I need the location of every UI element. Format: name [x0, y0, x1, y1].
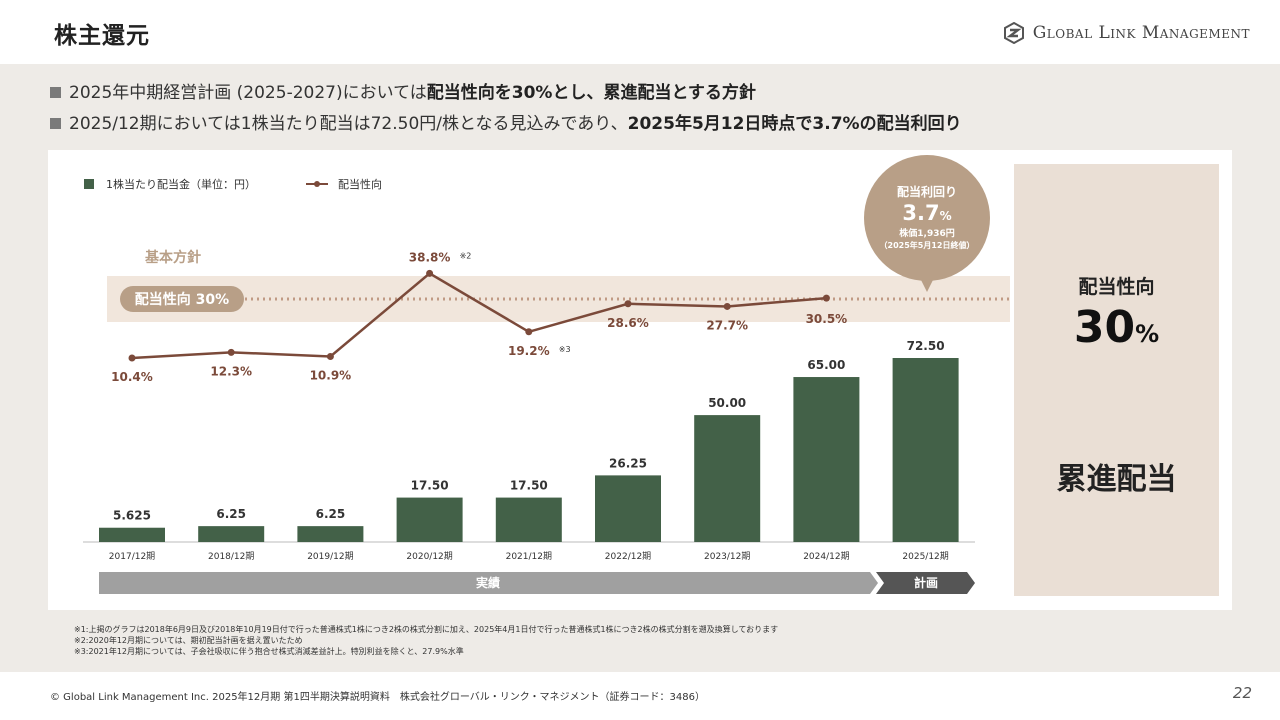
- yield-bubble: [864, 155, 990, 281]
- bullet-emphasis: 2025年5月12日時点で3.7%の配当利回り: [627, 114, 962, 134]
- payout-label: 12.3%: [210, 364, 252, 378]
- footnote: ※3:2021年12月期については、子会社吸収に伴う抱合せ株式消滅差益計上。特別…: [74, 647, 464, 656]
- payout-label: 10.4%: [111, 370, 153, 384]
- yield-bubble-title: 配当利回り: [897, 184, 957, 199]
- x-tick-label: 2025/12期: [902, 551, 948, 562]
- payout-label: 10.9%: [310, 369, 352, 383]
- payout-point: [624, 300, 632, 308]
- actual-period-label: 実績: [476, 575, 500, 590]
- x-tick-label: 2021/12期: [506, 551, 552, 562]
- footnote: ※2:2020年12月期については、期初配当計画を据え置いたため: [74, 636, 303, 645]
- page-number: 22: [1232, 684, 1252, 702]
- payout-label: 19.2%: [508, 344, 550, 358]
- bar-value-label: 26.25: [609, 456, 647, 470]
- dividend-bar: [694, 415, 761, 542]
- side-payout-value: 30%: [1014, 302, 1219, 353]
- dividend-bar: [595, 475, 661, 542]
- dividend-bar: [297, 526, 364, 542]
- x-tick-label: 2018/12期: [208, 551, 254, 562]
- payout-point: [822, 294, 830, 302]
- logo-text: Global Link Management: [1032, 23, 1250, 43]
- dividend-bar: [495, 497, 562, 542]
- payout-line-layer: 10.4% 12.3% 10.9% 38.8% ※2 19.2% ※3 28.6% 27.7% 3…: [111, 250, 847, 384]
- side-progressive-dividend: 累進配当: [1056, 462, 1177, 497]
- header: 株主還元 Global Link Management: [0, 0, 1280, 64]
- payout-label: 28.6%: [607, 316, 649, 330]
- payout-point: [525, 328, 533, 336]
- side-payout-unit: %: [1135, 320, 1160, 348]
- footnote: ※1:上掲のグラフは2018年6月9日及び2018年10月19日付で行った普通株…: [74, 625, 779, 634]
- bullet-square-icon: [50, 118, 61, 129]
- yield-bubble-price: 株価1,936円: [899, 227, 954, 239]
- dividend-bar: [99, 527, 165, 542]
- payout-label: 27.7%: [706, 318, 748, 332]
- bullet-point: 2025年中期経営計画 (2025-2027)においては配当性向を30%とし、累…: [50, 78, 756, 103]
- x-tick-label: 2024/12期: [803, 551, 849, 562]
- legend-bar-swatch: [84, 179, 94, 189]
- payout-ratio-line: [131, 271, 827, 360]
- policy-summary-panel: 配当性向 30% 累進配当: [1014, 164, 1219, 596]
- dividend-bar: [892, 358, 959, 542]
- payout-point: [723, 302, 731, 310]
- dividend-bar: [793, 377, 860, 542]
- x-tick-label: 2017/12期: [109, 551, 155, 562]
- bullet-square-icon: [50, 87, 61, 98]
- bullet-point: 2025/12期においては1株当たり配当は72.50円/株となる見込みであり、2…: [50, 109, 962, 134]
- policy-band-label: 基本方針: [145, 249, 201, 266]
- payout-point: [326, 353, 334, 361]
- payout-label: 38.8%: [409, 250, 451, 264]
- yield-bubble-unit: %: [940, 209, 952, 223]
- policy-pill: [120, 286, 244, 312]
- bar-value-label: 72.50: [907, 339, 945, 353]
- payout-label: 30.5%: [806, 312, 848, 326]
- bullet-text: 2025/12期においては1株当たり配当は72.50円/株となる見込みであり、: [69, 114, 628, 134]
- dividend-bar: [198, 526, 265, 542]
- x-tick-label: 2020/12期: [406, 551, 452, 562]
- dividend-bar: [396, 497, 463, 542]
- footer-copyright: © Global Link Management Inc. 2025年12月期 …: [50, 692, 705, 703]
- bar-value-label: 5.625: [113, 509, 151, 523]
- side-payout-label: 配当性向: [1078, 276, 1155, 298]
- x-tick-label: 2023/12期: [704, 551, 750, 562]
- bar-value-label: 6.25: [316, 507, 346, 521]
- payout-point: [426, 269, 434, 277]
- bars-layer: 5.625 2017/12期 6.25 2018/12期 6.25 2019/12期 17.…: [99, 339, 959, 562]
- footnotes: ※1:上掲のグラフは2018年6月9日及び2018年10月19日付で行った普通株…: [74, 624, 778, 657]
- bar-value-label: 50.00: [708, 396, 746, 410]
- legend-line-label: 配当性向: [338, 177, 382, 191]
- bar-value-label: 17.50: [510, 479, 548, 493]
- page-title: 株主還元: [54, 23, 150, 49]
- payout-point: [128, 354, 136, 362]
- yield-bubble-date: （2025年5月12日終値）: [880, 240, 975, 250]
- x-tick-label: 2019/12期: [307, 551, 353, 562]
- company-logo: Global Link Management: [1003, 22, 1250, 44]
- bar-value-label: 65.00: [807, 358, 845, 372]
- plan-period-label: 計画: [914, 575, 938, 590]
- actual-period-arrow: [99, 572, 878, 594]
- bullet-emphasis: 配当性向を30%とし、累進配当とする方針: [426, 83, 756, 103]
- side-payout-number: 30: [1073, 302, 1136, 353]
- legend-bar-label: 1株当たり配当金（単位：円）: [106, 177, 256, 191]
- payout-note-label: ※2: [460, 251, 472, 260]
- bar-value-label: 17.50: [411, 479, 449, 493]
- logo-mark-icon: [1003, 22, 1024, 44]
- yield-bubble-value-group: 3.7%: [902, 201, 951, 225]
- payout-point: [227, 348, 235, 356]
- yield-bubble-value: 3.7: [902, 201, 939, 225]
- yield-bubble-pointer: [920, 278, 934, 292]
- plan-period-arrow: [876, 572, 975, 594]
- x-tick-label: 2022/12期: [605, 551, 651, 562]
- bullet-text: 2025年中期経営計画 (2025-2027)においては: [69, 83, 427, 103]
- payout-note-label: ※3: [559, 345, 571, 354]
- policy-pill-label: 配当性向 30%: [135, 291, 229, 308]
- bar-value-label: 6.25: [216, 507, 246, 521]
- legend-line-marker: [314, 181, 320, 187]
